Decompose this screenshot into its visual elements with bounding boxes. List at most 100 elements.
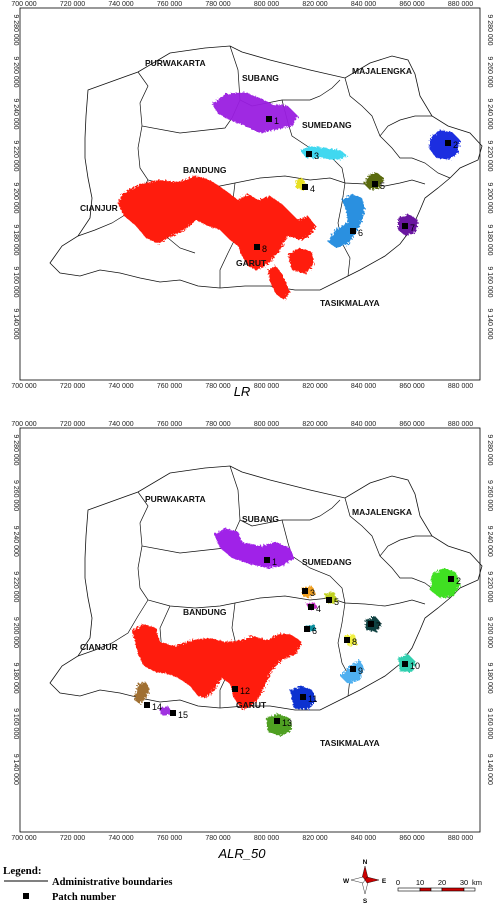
lr-x-ticks-top: 700 000 720 000 740 000 760 000 780 000 800 0… <box>11 1 473 8</box>
lr-x-ticks-bottom: 700 000 720 000 740 000 760 000 780 000 800 0… <box>11 383 473 390</box>
legend-boundaries-label: Administrative boundaries <box>52 877 172 888</box>
x-tick-label: 720 000 <box>60 835 85 842</box>
alr-marker-label-14: 14 <box>152 702 162 712</box>
x-tick-label: 840 000 <box>351 383 376 390</box>
alr-y-ticks-right: 9 280 000 9 260 000 9 240 000 9 220 000 9 20… <box>486 434 493 785</box>
y-tick-label: 9 160 000 <box>12 708 19 739</box>
scale-tick-0: 0 <box>396 878 400 887</box>
legend-patch-label: Patch number <box>52 892 116 903</box>
alr-marker-8 <box>344 637 350 643</box>
y-tick-label: 9 240 000 <box>486 98 493 129</box>
x-tick-label: 760 000 <box>157 383 182 390</box>
x-tick-label: 840 000 <box>351 421 376 428</box>
y-tick-label: 9 180 000 <box>486 224 493 255</box>
x-tick-label: 880 000 <box>448 383 473 390</box>
alr-marker-label-10: 10 <box>410 661 420 671</box>
x-tick-label: 880 000 <box>448 421 473 428</box>
y-tick-label: 9 260 000 <box>12 56 19 87</box>
lr-y-ticks-left: 9 280 000 9 260 000 9 240 000 9 220 000 9 20… <box>12 14 19 339</box>
lr-region-tasikmalaya: TASIKMALAYA <box>320 298 380 308</box>
y-tick-label: 9 280 000 <box>486 14 493 45</box>
x-tick-label: 780 000 <box>205 1 230 8</box>
compass-w: W <box>343 878 350 885</box>
lr-marker-3 <box>306 151 312 157</box>
alr-marker-label-11: 11 <box>308 694 317 704</box>
lr-marker-7 <box>402 223 408 229</box>
compass-s: S <box>363 898 368 905</box>
lr-caption: LR <box>234 384 251 399</box>
alr-patch-14 <box>134 682 150 704</box>
alr-marker-2 <box>448 576 454 582</box>
lr-marker-8 <box>254 244 260 250</box>
lr-marker-label-2: 2 <box>453 140 458 150</box>
alr-patch-13 <box>266 714 292 736</box>
alr-region-subang: SUBANG <box>242 514 279 524</box>
x-tick-label: 740 000 <box>108 1 133 8</box>
y-tick-label: 9 280 000 <box>486 434 493 465</box>
y-tick-label: 9 160 000 <box>486 708 493 739</box>
map-alr50-frame <box>19 427 481 833</box>
x-tick-label: 700 000 <box>11 1 36 8</box>
alr-marker-label-1: 1 <box>272 557 277 567</box>
x-tick-label: 820 000 <box>302 1 327 8</box>
alr-marker-label-8: 8 <box>352 637 357 647</box>
x-tick-label: 820 000 <box>302 383 327 390</box>
x-tick-label: 800 000 <box>254 383 279 390</box>
y-tick-label: 9 160 000 <box>486 266 493 297</box>
north-arrow-icon: N S E W <box>343 859 387 905</box>
y-tick-label: 9 140 000 <box>486 308 493 339</box>
y-tick-label: 9 220 000 <box>12 140 19 171</box>
alr-marker-6 <box>304 626 310 632</box>
alr-marker-label-2: 2 <box>456 576 461 586</box>
y-tick-label: 9 140 000 <box>12 754 19 785</box>
x-tick-label: 780 000 <box>205 383 230 390</box>
scale-tick-10: 10 <box>416 878 424 887</box>
x-tick-label: 860 000 <box>399 835 424 842</box>
lr-marker-label-5: 5 <box>380 181 385 191</box>
alr-marker-label-3: 3 <box>310 588 315 598</box>
alr-patch-markers: 1 2 3 4 5 6 7 8 9 10 11 12 13 1 <box>144 557 461 728</box>
alr-marker-label-6: 6 <box>312 626 317 636</box>
lr-patch-8c <box>268 266 290 300</box>
x-tick-label: 700 000 <box>11 835 36 842</box>
y-tick-label: 9 260 000 <box>486 480 493 511</box>
y-tick-label: 9 160 000 <box>12 266 19 297</box>
y-tick-label: 9 240 000 <box>12 526 19 557</box>
compass-n: N <box>363 859 368 866</box>
y-tick-label: 9 180 000 <box>486 662 493 693</box>
x-tick-label: 860 000 <box>399 383 424 390</box>
y-tick-label: 9 140 000 <box>12 308 19 339</box>
x-tick-label: 700 000 <box>11 421 36 428</box>
alr-marker-label-7: 7 <box>376 621 381 631</box>
x-tick-label: 740 000 <box>108 835 133 842</box>
lr-marker-label-3: 3 <box>314 151 319 161</box>
lr-region-bandung: BANDUNG <box>183 165 227 175</box>
alr-marker-label-12: 12 <box>240 686 250 696</box>
lr-marker-5 <box>372 181 378 187</box>
alr-patch-12 <box>132 624 302 710</box>
alr-marker-3 <box>302 588 308 594</box>
scale-unit: km <box>472 878 482 887</box>
map-lr-frame <box>19 7 481 381</box>
x-tick-label: 840 000 <box>351 835 376 842</box>
alr-marker-label-4: 4 <box>316 604 321 614</box>
lr-region-cianjur: CIANJUR <box>80 203 118 213</box>
alr-marker-10 <box>402 661 408 667</box>
alr-marker-12 <box>232 686 238 692</box>
lr-patch-1 <box>212 92 298 133</box>
lr-patch-2 <box>429 130 460 160</box>
scale-tick-30: 30 <box>460 878 468 887</box>
lr-marker-1 <box>266 116 272 122</box>
alr-marker-7 <box>368 621 374 627</box>
compass-e: E <box>382 878 387 885</box>
alr-marker-14 <box>144 702 150 708</box>
alr-marker-11 <box>300 694 306 700</box>
y-tick-label: 9 200 000 <box>12 182 19 213</box>
lr-y-ticks-right: 9 280 000 9 260 000 9 240 000 9 220 000 9 20… <box>486 14 493 339</box>
x-tick-label: 880 000 <box>448 835 473 842</box>
x-tick-label: 740 000 <box>108 383 133 390</box>
alr-region-purwakarta: PURWAKARTA <box>145 494 206 504</box>
alr-region-labels: PURWAKARTA SUBANG MAJALENGKA SUMEDANG BA… <box>80 494 412 748</box>
alr-x-ticks-top: 700 000 720 000 740 000 760 000 780 000 800 0… <box>11 421 473 428</box>
